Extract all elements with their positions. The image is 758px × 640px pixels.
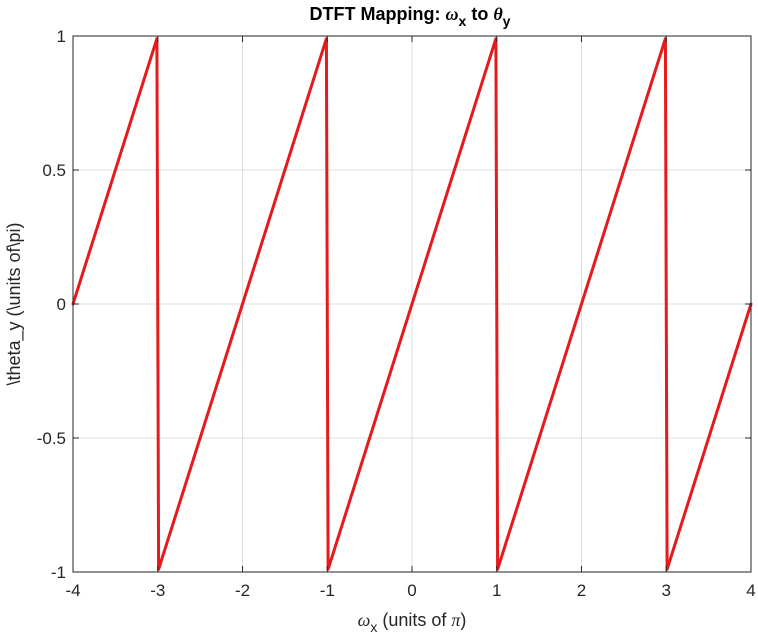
- x-tick-label: 2: [577, 581, 586, 600]
- y-axis-label: \theta_y (\units of\pi): [4, 222, 25, 385]
- title-x-symbol: ω: [446, 4, 459, 24]
- x-axis-label: ωx (units of π): [358, 610, 467, 635]
- y-tick-label: 1: [57, 27, 66, 46]
- ticks: -4 -3 -2 -1 0 1 2 3 4 -1 -0.5 0 0.5 1: [37, 27, 756, 600]
- x-tick-label: 0: [407, 581, 416, 600]
- xlabel-close: ): [460, 610, 466, 630]
- xlabel-pi: π: [451, 610, 461, 630]
- x-tick-label: -4: [65, 581, 80, 600]
- title-mid: to: [466, 4, 493, 24]
- x-tick-label: -3: [150, 581, 165, 600]
- y-tick-label: -0.5: [37, 429, 66, 448]
- title-y-symbol: θ: [493, 4, 503, 24]
- title-prefix: DTFT Mapping:: [310, 4, 446, 24]
- x-tick-label: 4: [746, 581, 755, 600]
- x-tick-label: -1: [320, 581, 335, 600]
- y-tick-label: -1: [51, 563, 66, 582]
- x-tick-label: 1: [492, 581, 501, 600]
- xlabel-sub: x: [370, 619, 377, 635]
- y-tick-label: 0: [57, 295, 66, 314]
- chart-title: DTFT Mapping: ωx to θy: [310, 4, 511, 29]
- xlabel-symbol: ω: [358, 610, 371, 630]
- series-layer: [71, 37, 753, 571]
- title-x-sub: x: [459, 13, 467, 29]
- series-line: [71, 37, 753, 571]
- x-tick-label: -2: [235, 581, 250, 600]
- xlabel-text: (units of: [377, 610, 451, 630]
- title-y-sub: y: [503, 13, 511, 29]
- x-tick-label: 3: [662, 581, 671, 600]
- y-tick-label: 0.5: [42, 161, 66, 180]
